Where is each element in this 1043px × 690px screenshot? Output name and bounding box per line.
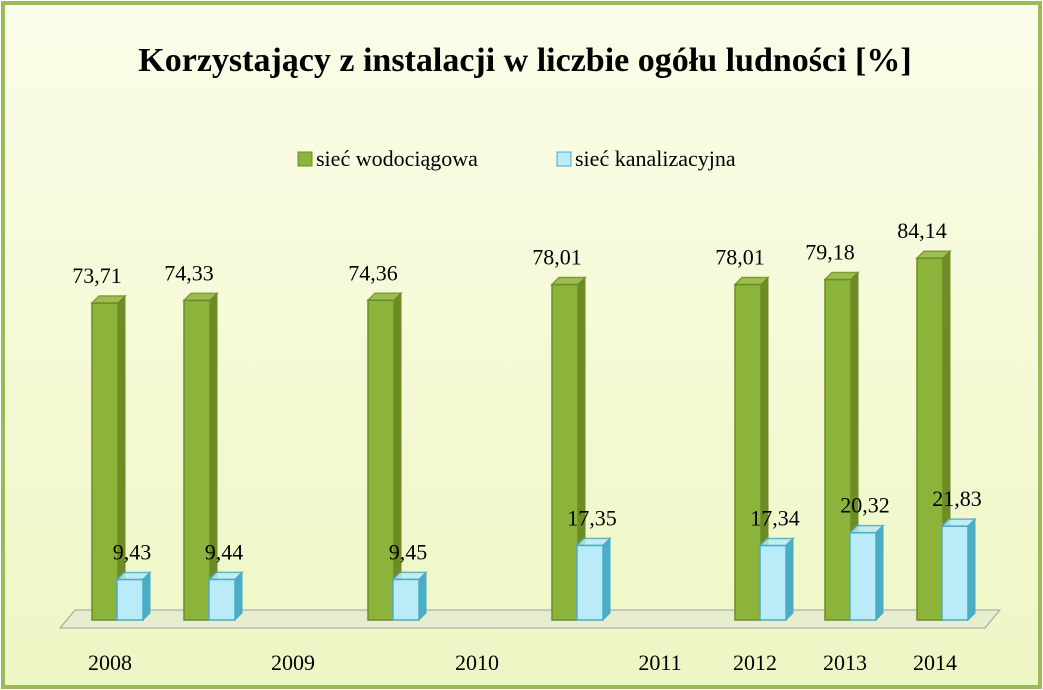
value-label: 9,43 [113, 539, 152, 564]
bar-face [91, 302, 119, 621]
value-label: 9,45 [389, 539, 428, 564]
value-label: 74,33 [164, 260, 214, 285]
value-label: 74,36 [348, 260, 398, 285]
value-label: 9,44 [205, 539, 244, 564]
bar-face [392, 578, 420, 621]
value-label: 17,35 [567, 505, 617, 530]
bar [182, 292, 219, 622]
x-tick-label: 2010 [455, 650, 499, 675]
bar-face [576, 544, 604, 621]
value-label: 78,01 [715, 245, 765, 270]
bar-face [117, 294, 126, 622]
bar-face [209, 292, 218, 622]
bar-face [785, 537, 794, 622]
legend-swatch [556, 151, 572, 167]
bar [575, 537, 612, 622]
bar [550, 276, 587, 622]
legend-swatch [297, 151, 313, 167]
bar-face [183, 299, 211, 621]
bar-face [875, 524, 884, 622]
value-label: 78,01 [532, 245, 582, 270]
bar-face [849, 531, 877, 621]
x-tick-label: 2009 [271, 650, 315, 675]
bar [823, 271, 860, 622]
bar [90, 294, 127, 622]
bar-face [142, 571, 151, 622]
bar-face [367, 299, 395, 621]
x-tick-label: 2012 [733, 650, 777, 675]
bar-face [734, 283, 762, 621]
chart-title: Korzystający z instalacji w liczbie ogół… [138, 42, 912, 79]
legend-label: sieć wodociągowa [316, 146, 478, 171]
bar-face [234, 571, 243, 622]
x-tick-label: 2011 [638, 650, 681, 675]
bar-face [551, 283, 579, 621]
x-tick-label: 2014 [913, 650, 957, 675]
value-label: 17,34 [750, 505, 800, 530]
bar [115, 571, 152, 622]
bar-face [393, 292, 402, 622]
value-label: 21,83 [932, 486, 982, 511]
bar-face [208, 578, 236, 621]
value-label: 20,32 [840, 493, 890, 518]
bar-face [824, 278, 852, 621]
bar [758, 537, 795, 622]
legend-label: sieć kanalizacyjna [575, 146, 736, 171]
x-tick-label: 2008 [88, 650, 132, 675]
bar-face [759, 544, 787, 621]
bar-face [941, 525, 969, 621]
bar-face [602, 537, 611, 622]
x-tick-label: 2013 [823, 650, 867, 675]
bar [848, 524, 885, 622]
value-label: 79,18 [805, 240, 855, 265]
bar [940, 517, 977, 622]
bar-face [116, 578, 144, 621]
bar-face [967, 517, 976, 622]
bar-face [418, 571, 427, 622]
bar [366, 292, 403, 622]
bar-face [916, 257, 944, 621]
bar [733, 276, 770, 622]
bar [391, 571, 428, 622]
bar [207, 571, 244, 622]
value-label: 84,14 [897, 218, 947, 243]
value-label: 73,71 [72, 263, 122, 288]
